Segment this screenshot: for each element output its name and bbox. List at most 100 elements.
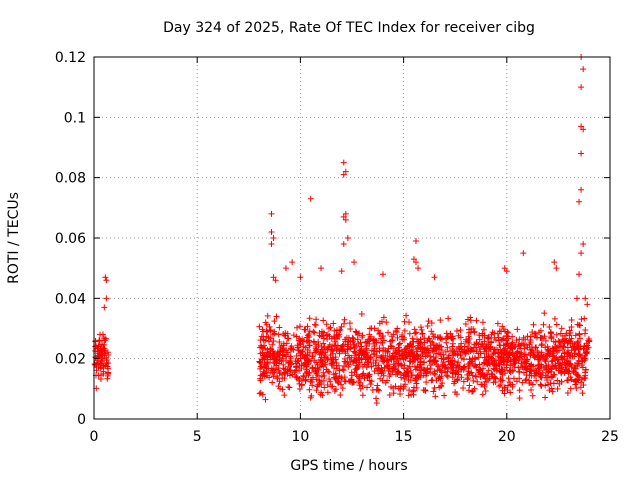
data-point	[359, 363, 366, 370]
data-point	[465, 374, 472, 381]
data-point	[575, 351, 582, 358]
data-point	[296, 323, 303, 330]
data-point	[328, 335, 335, 342]
data-point	[365, 336, 372, 343]
data-point	[360, 370, 367, 377]
data-point	[294, 358, 301, 365]
data-point	[351, 259, 358, 266]
data-point	[571, 341, 578, 348]
data-point	[486, 375, 493, 382]
data-point	[366, 371, 373, 378]
data-point	[494, 347, 501, 354]
data-point	[568, 317, 575, 324]
data-point	[411, 326, 418, 333]
data-point	[551, 259, 558, 266]
data-point	[378, 339, 385, 346]
data-point	[303, 366, 310, 373]
data-point	[427, 362, 434, 369]
data-point	[398, 361, 405, 368]
data-point	[336, 350, 343, 357]
data-point	[468, 345, 475, 352]
data-point	[563, 359, 570, 366]
data-point	[373, 357, 380, 364]
data-point	[499, 336, 506, 343]
data-point	[284, 335, 291, 342]
data-point	[390, 331, 397, 338]
data-point	[484, 361, 491, 368]
data-point	[522, 336, 529, 343]
data-point	[448, 361, 455, 368]
data-point	[509, 339, 516, 346]
data-point	[276, 378, 283, 385]
data-point	[316, 330, 323, 337]
data-point	[363, 384, 370, 391]
data-point	[401, 365, 408, 372]
data-point	[552, 339, 559, 346]
data-point	[434, 334, 441, 341]
data-point	[437, 317, 444, 324]
data-point	[99, 331, 106, 338]
data-point	[501, 390, 508, 397]
data-point	[341, 320, 348, 327]
data-point	[516, 387, 523, 394]
data-point	[282, 366, 289, 373]
x-tick-label: 25	[601, 429, 619, 445]
data-point	[421, 359, 428, 366]
data-point	[372, 362, 379, 369]
data-point	[296, 335, 303, 342]
data-point	[333, 374, 340, 381]
data-point	[443, 372, 450, 379]
data-point	[355, 340, 362, 347]
data-point	[540, 321, 547, 328]
data-point	[399, 332, 406, 339]
data-point	[469, 372, 476, 379]
data-point	[304, 351, 311, 358]
data-point	[271, 350, 278, 357]
data-point	[483, 378, 490, 385]
data-point	[564, 360, 571, 367]
y-tick-label: 0.1	[64, 110, 86, 126]
data-point	[273, 353, 280, 360]
data-point	[475, 341, 482, 348]
data-point	[326, 376, 333, 383]
data-point	[320, 377, 327, 384]
data-point	[532, 344, 539, 351]
data-point	[340, 171, 347, 178]
data-point	[505, 354, 512, 361]
data-point	[328, 360, 335, 367]
data-point	[302, 355, 309, 362]
data-point	[503, 341, 510, 348]
data-point	[390, 390, 397, 397]
data-point	[509, 381, 516, 388]
data-point	[384, 377, 391, 384]
data-point	[447, 330, 454, 337]
data-point	[326, 325, 333, 332]
data-point	[272, 277, 279, 284]
data-point	[302, 378, 309, 385]
data-point	[353, 356, 360, 363]
data-point	[304, 346, 311, 353]
data-point	[437, 351, 444, 358]
data-point	[102, 337, 109, 344]
data-point	[444, 334, 451, 341]
data-point	[526, 380, 533, 387]
data-point	[330, 365, 337, 372]
data-point	[305, 357, 312, 364]
data-point	[308, 392, 315, 399]
data-point	[582, 366, 589, 373]
data-point	[434, 342, 441, 349]
data-point	[572, 381, 579, 388]
data-point	[580, 126, 587, 133]
data-point	[312, 349, 319, 356]
data-point	[357, 379, 364, 386]
data-point	[485, 334, 492, 341]
data-point	[553, 331, 560, 338]
data-point	[581, 330, 588, 337]
data-point	[467, 317, 474, 324]
data-point	[573, 295, 580, 302]
data-point	[516, 369, 523, 376]
data-point	[544, 350, 551, 357]
data-point	[566, 368, 573, 375]
data-point	[401, 375, 408, 382]
data-point	[501, 385, 508, 392]
